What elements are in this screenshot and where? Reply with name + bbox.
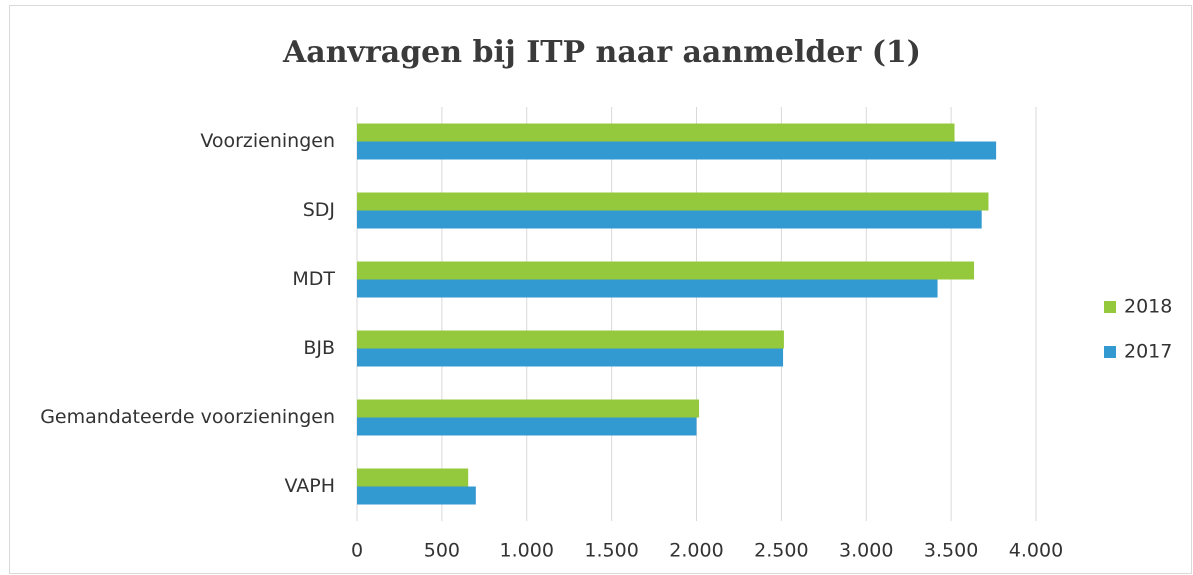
y-tick-label: SDJ	[303, 199, 335, 221]
bar	[357, 261, 975, 280]
y-tick-label: VAPH	[284, 475, 335, 497]
bar	[357, 141, 997, 160]
bar	[357, 123, 955, 142]
y-tick-label: MDT	[292, 268, 335, 290]
bar	[357, 417, 697, 436]
bar	[357, 210, 982, 229]
x-tick-label: 500	[424, 540, 460, 562]
chart-title: Aanvragen bij ITP naar aanmelder (1)	[282, 35, 921, 70]
y-tick-label: Voorzieningen	[200, 130, 335, 152]
legend-label: 2017	[1124, 341, 1172, 363]
x-tick-label: 4.000	[1009, 540, 1063, 562]
y-tick-label: BJB	[303, 337, 335, 359]
legend-swatch	[1104, 346, 1116, 358]
bar	[357, 330, 784, 349]
bar	[357, 399, 700, 418]
x-tick-label: 0	[351, 540, 363, 562]
x-tick-label: 3.000	[839, 540, 893, 562]
bar	[357, 279, 938, 298]
bar	[357, 192, 989, 211]
bar	[357, 486, 476, 505]
bar	[357, 468, 469, 487]
legend-label: 2018	[1124, 296, 1172, 318]
x-tick-label: 1.500	[584, 540, 638, 562]
x-tick-label: 2.500	[754, 540, 808, 562]
chart-frame	[9, 5, 1192, 574]
legend-swatch	[1104, 301, 1116, 313]
x-tick-label: 2.000	[669, 540, 723, 562]
x-tick-label: 3.500	[924, 540, 978, 562]
bar	[357, 348, 784, 367]
y-tick-label: Gemandateerde voorzieningen	[40, 406, 335, 428]
x-tick-label: 1.000	[500, 540, 554, 562]
